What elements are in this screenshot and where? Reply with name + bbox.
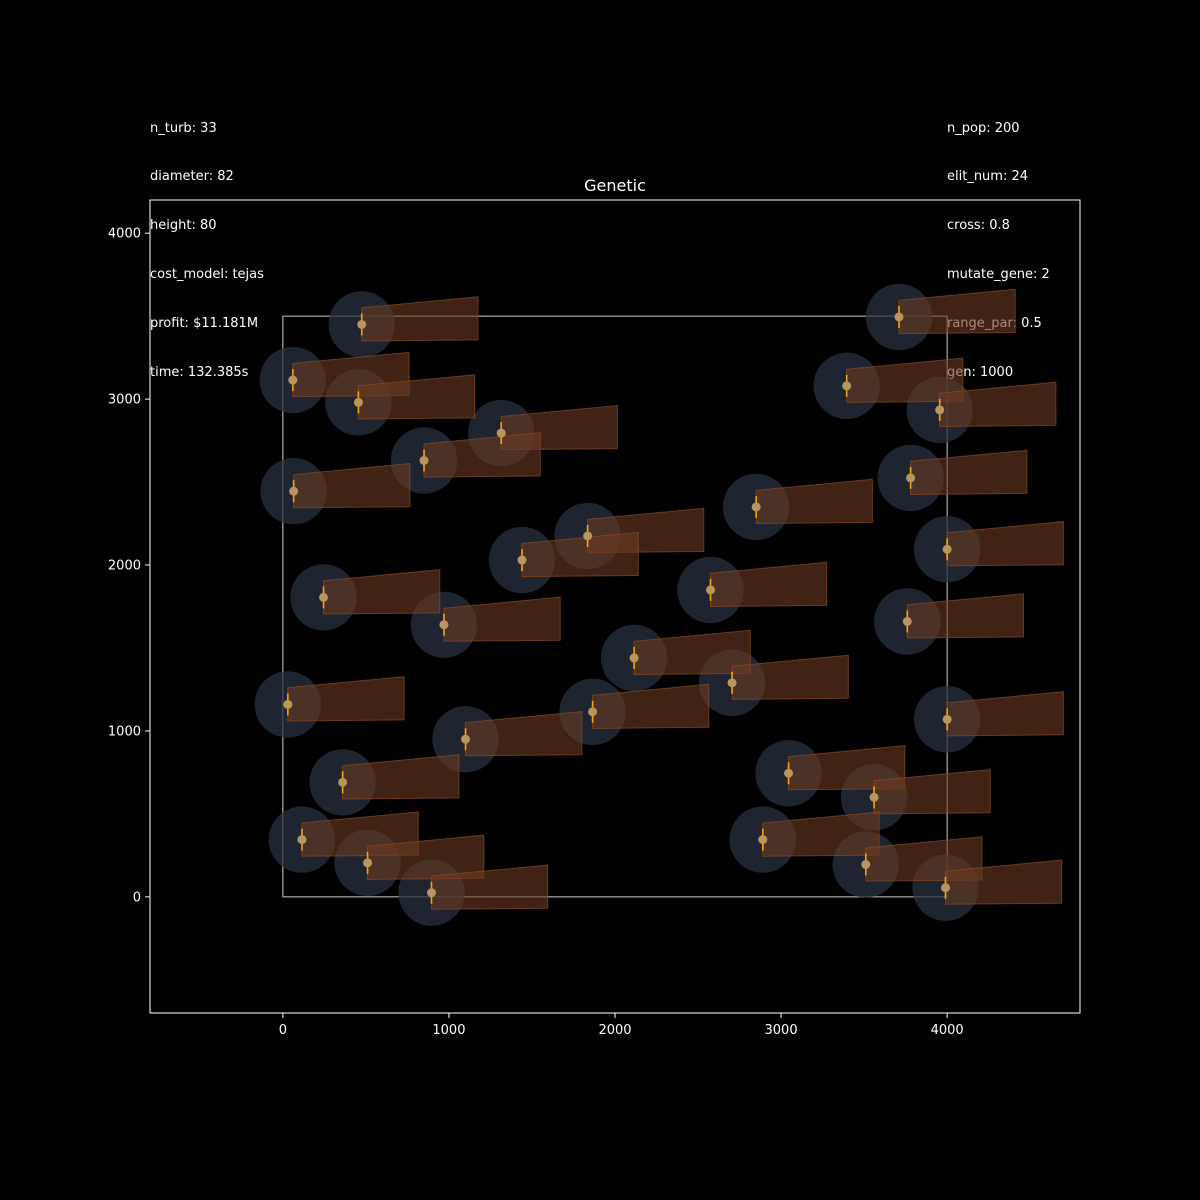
turbine-4 [354, 398, 363, 407]
turbine-24 [461, 735, 470, 744]
turbine-29 [758, 835, 767, 844]
turbine-12 [583, 531, 592, 540]
y-tick-label-4000: 4000 [108, 227, 141, 242]
turbine-19 [630, 653, 639, 662]
turbine-28 [297, 835, 306, 844]
x-tick-label-1000: 1000 [432, 1023, 465, 1038]
y-tick-label-3000: 3000 [108, 393, 141, 408]
chart-title: Genetic [584, 176, 646, 195]
turbine-13 [518, 556, 527, 565]
turbine-10 [906, 473, 915, 482]
turbine-7 [497, 429, 506, 438]
turbine-18 [903, 617, 912, 626]
turbine-31 [861, 860, 870, 869]
y-tick-label-2000: 2000 [108, 559, 141, 574]
turbine-20 [728, 678, 737, 687]
y-tick-label-0: 0 [133, 890, 141, 905]
turbine-5 [842, 381, 851, 390]
turbine-3 [288, 376, 297, 385]
x-tick-label-0: 0 [279, 1023, 287, 1038]
turbine-21 [283, 700, 292, 709]
turbine-14 [943, 545, 952, 554]
turbine-32 [427, 888, 436, 897]
x-tick-label-3000: 3000 [765, 1023, 798, 1038]
x-tick-label-4000: 4000 [931, 1023, 964, 1038]
turbine-25 [338, 778, 347, 787]
turbine-22 [588, 707, 597, 716]
turbine-1 [357, 320, 366, 329]
chart-marks [255, 284, 1064, 926]
turbine-33 [941, 883, 950, 892]
x-tick-label-2000: 2000 [598, 1023, 631, 1038]
turbine-11 [752, 502, 761, 511]
turbine-17 [439, 620, 448, 629]
turbine-26 [784, 769, 793, 778]
turbine-27 [870, 793, 879, 802]
turbine-16 [319, 593, 328, 602]
y-tick-label-1000: 1000 [108, 724, 141, 739]
turbine-9 [289, 487, 298, 496]
turbine-2 [894, 312, 903, 321]
turbine-30 [363, 858, 372, 867]
turbine-15 [706, 585, 715, 594]
turbine-6 [935, 405, 944, 414]
turbine-23 [943, 715, 952, 724]
turbine-8 [420, 456, 429, 465]
